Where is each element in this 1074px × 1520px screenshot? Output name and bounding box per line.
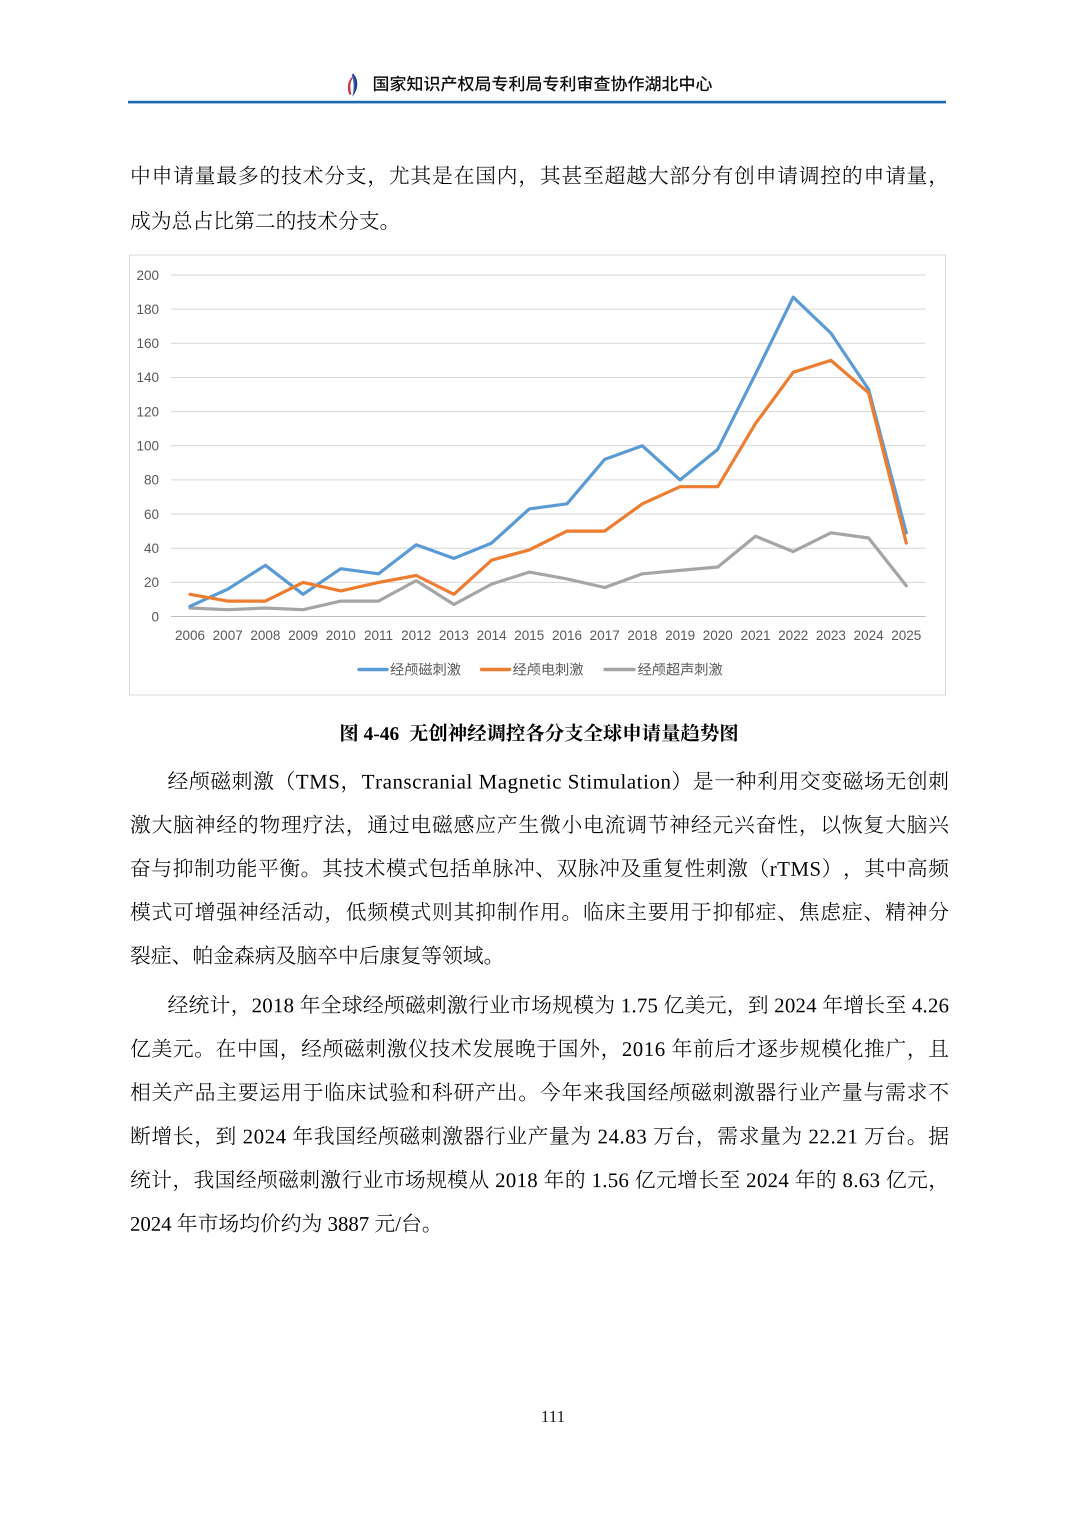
svg-text:0: 0 (151, 609, 159, 624)
svg-text:2018: 2018 (627, 628, 657, 643)
svg-text:2020: 2020 (703, 628, 733, 643)
svg-text:2015: 2015 (514, 628, 544, 643)
svg-text:2024: 2024 (854, 628, 885, 643)
svg-text:2007: 2007 (213, 628, 243, 643)
svg-text:40: 40 (144, 541, 159, 556)
svg-text:2014: 2014 (477, 628, 508, 643)
svg-text:2022: 2022 (778, 628, 808, 643)
svg-text:2021: 2021 (740, 628, 770, 643)
svg-text:80: 80 (144, 473, 159, 488)
svg-text:2012: 2012 (401, 628, 431, 643)
svg-text:120: 120 (136, 404, 159, 419)
svg-text:2008: 2008 (250, 628, 280, 643)
svg-text:2010: 2010 (326, 628, 356, 643)
svg-text:2017: 2017 (590, 628, 620, 643)
svg-text:180: 180 (136, 302, 159, 317)
svg-text:2019: 2019 (665, 628, 695, 643)
svg-text:140: 140 (136, 370, 159, 385)
svg-text:2013: 2013 (439, 628, 469, 643)
svg-text:160: 160 (136, 336, 159, 351)
svg-text:2025: 2025 (891, 628, 921, 643)
svg-text:2006: 2006 (175, 628, 205, 643)
svg-text:2009: 2009 (288, 628, 318, 643)
svg-text:2023: 2023 (816, 628, 846, 643)
svg-text:20: 20 (144, 575, 159, 590)
svg-text:2011: 2011 (364, 628, 393, 643)
svg-text:2016: 2016 (552, 628, 582, 643)
svg-text:60: 60 (144, 507, 159, 522)
svg-text:200: 200 (136, 268, 159, 283)
svg-text:111: 111 (541, 1407, 565, 1426)
svg-text:100: 100 (136, 439, 159, 454)
